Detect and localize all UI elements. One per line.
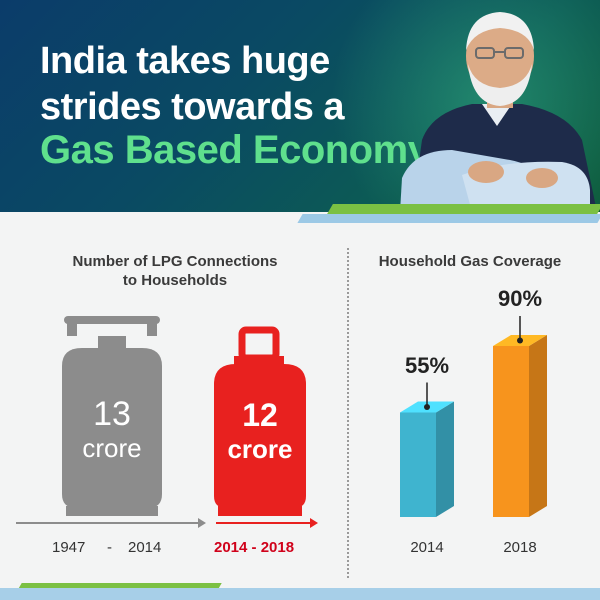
gas-chart-title: Household Gas Coverage — [378, 253, 562, 270]
gas-bar-dot-2018 — [517, 337, 523, 344]
gas-bar-dot-2014 — [424, 404, 430, 410]
lpg-unit-1947-2014: crore — [82, 433, 141, 463]
gas-coverage-value-2018: 90% — [497, 286, 543, 311]
decor-stripe-bottom-blue — [0, 588, 600, 600]
gas-coverage-value-2014: 55% — [404, 352, 450, 378]
lpg-timeline — [16, 518, 318, 528]
header-banner: India takes huge strides towards a Gas B… — [0, 0, 600, 212]
headline-line-2: strides towards a — [40, 86, 345, 128]
section-divider — [347, 248, 349, 578]
lpg-chart-title: Number of LPG Connections to Households — [40, 252, 310, 290]
gas-bar-2014 — [400, 382, 454, 517]
gas-bar-front-2014 — [400, 412, 436, 517]
lpg-chart-title-line-2: to Households — [122, 272, 228, 289]
gas-bar-2018 — [493, 316, 547, 517]
lpg-period-dash: - — [107, 539, 112, 556]
lpg-cylinder-1947-2014: 13 crore — [62, 316, 162, 516]
headline-line-3: Gas Based Economy — [40, 128, 430, 172]
lpg-period-start-label: 1947 — [52, 539, 86, 556]
lpg-unit-2014-2018: crore — [227, 434, 292, 464]
gas-bar-side-2018 — [529, 335, 547, 517]
lpg-period-end-label: 2014 — [128, 539, 162, 556]
headline-line-1: India takes huge — [40, 40, 330, 82]
lpg-value-2014-2018: 12 — [242, 397, 278, 433]
gas-coverage-year-2018: 2018 — [503, 539, 537, 556]
lpg-chart-title-line-1: Number of LPG Connections — [72, 253, 278, 270]
lpg-value-1947-2014: 13 — [93, 395, 131, 433]
gas-coverage-bars — [400, 316, 547, 517]
gas-bar-front-2018 — [493, 346, 529, 517]
gas-bar-side-2014 — [436, 401, 454, 517]
lpg-cylinder-2014-2018: 12 crore — [214, 326, 306, 516]
lpg-period-2-label: 2014 - 2018 — [214, 539, 295, 556]
gas-coverage-year-2014: 2014 — [410, 539, 444, 556]
person-illustration — [400, 12, 597, 212]
